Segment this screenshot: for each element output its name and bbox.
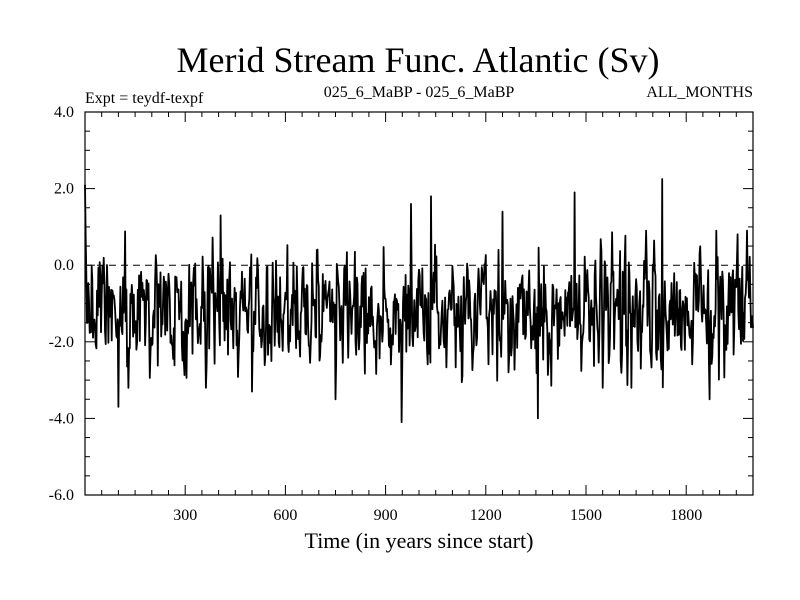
- period-label: 025_6_MaBP - 025_6_MaBP: [324, 84, 515, 101]
- y-tick-label: 4.0: [54, 104, 74, 121]
- y-tick-label: -6.0: [49, 487, 74, 504]
- x-axis: 300 600 900 1200 1500 1800: [101, 112, 737, 524]
- x-tick-label: 1500: [570, 507, 602, 524]
- y-tick-label: 2.0: [54, 181, 74, 198]
- x-tick-label: 900: [374, 507, 398, 524]
- chart-title: Merid Stream Func. Atlantic (Sv): [177, 40, 660, 80]
- x-tick-label: 1200: [470, 507, 502, 524]
- y-tick-label: 0.0: [54, 257, 74, 274]
- x-axis-label: Time (in years since start): [305, 528, 534, 553]
- x-tick-label: 1800: [670, 507, 702, 524]
- x-tick-label: 600: [273, 507, 297, 524]
- months-label: ALL_MONTHS: [646, 84, 753, 101]
- x-tick-label: 300: [173, 507, 197, 524]
- experiment-label: Expt = teydf-texpf: [85, 90, 204, 107]
- series-line: [84, 178, 754, 424]
- y-tick-label: -4.0: [49, 410, 74, 427]
- y-axis: -6.0 -4.0 -2.0 0.0 2.0 4.0: [49, 104, 753, 504]
- y-tick-label: -2.0: [49, 334, 74, 351]
- plot-area: [84, 178, 754, 424]
